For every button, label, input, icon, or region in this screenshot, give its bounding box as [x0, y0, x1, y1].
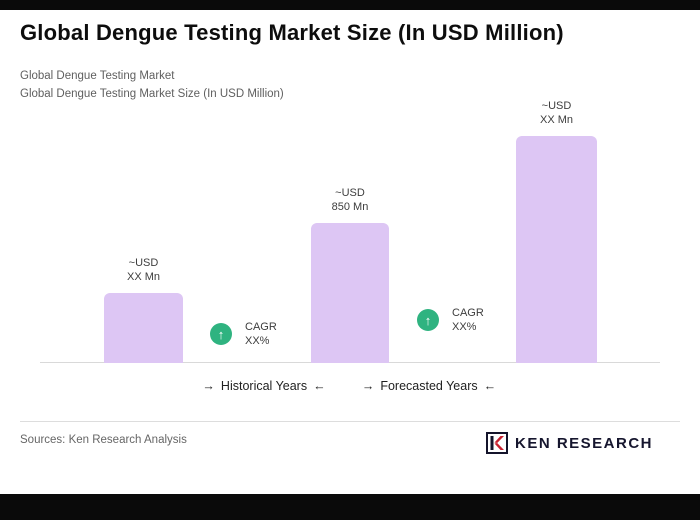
growth-up-arrow-icon: ↑ [210, 323, 232, 345]
cagr-label-line-1: CAGR [452, 307, 484, 319]
bar-base-year [311, 223, 389, 363]
sources-text: Sources: Ken Research Analysis [20, 434, 187, 446]
period-label-text: Forecasted Years [380, 379, 478, 393]
bar-group-base-year: ~USD 850 Mn [311, 186, 389, 363]
bar-label-line-2: XX Mn [539, 114, 573, 126]
period-label-text: Historical Years [220, 379, 308, 393]
footer-divider [20, 421, 680, 422]
cagr-label-line-2: XX% [245, 335, 270, 347]
cagr-label: CAGR XX% [452, 306, 484, 334]
bar-historical [104, 293, 183, 363]
historical-years-label: → Historical Years ← [164, 379, 364, 393]
left-arrow-icon: ← [483, 379, 497, 393]
bar-group-forecast: ~USD XX Mn [516, 99, 597, 363]
bar-label-line-2: XX Mn [126, 271, 160, 283]
page-title: Global Dengue Testing Market Size (In US… [20, 20, 564, 45]
bar-forecast [516, 136, 597, 363]
bar-value-label: ~USD XX Mn [127, 256, 160, 284]
top-band [0, 0, 700, 10]
cagr-badge-historical: ↑ CAGR XX% [210, 320, 277, 348]
right-arrow-icon: → [202, 379, 215, 393]
ken-research-logo-icon [485, 432, 508, 454]
bar-group-historical: ~USD XX Mn [104, 256, 183, 363]
cagr-label: CAGR XX% [245, 320, 277, 348]
growth-up-arrow-icon: ↑ [417, 309, 439, 331]
cagr-badge-forecast: ↑ CAGR XX% [417, 306, 484, 334]
bottom-band [0, 494, 700, 520]
bar-label-line-1: ~USD [128, 257, 159, 269]
cagr-label-line-1: CAGR [245, 321, 277, 333]
ken-research-logo: KEN RESEARCH [485, 432, 653, 454]
bar-label-line-1: ~USD [541, 100, 572, 112]
subtitle-line-2: Global Dengue Testing Market Size (In US… [20, 88, 284, 100]
bar-label-line-1: ~USD [335, 187, 365, 199]
left-arrow-icon: ← [313, 379, 326, 393]
bar-value-label: ~USD XX Mn [540, 99, 573, 127]
logo-text: KEN RESEARCH [514, 434, 653, 452]
chart-subtitle: Global Dengue Testing Market Global Deng… [20, 67, 284, 103]
cagr-label-line-2: XX% [452, 321, 477, 333]
bar-label-line-2: 850 Mn [331, 201, 369, 213]
bar-value-label: ~USD 850 Mn [332, 186, 369, 214]
subtitle-line-1: Global Dengue Testing Market [20, 70, 175, 82]
forecasted-years-label: → Forecasted Years ← [329, 379, 529, 393]
right-arrow-icon: → [361, 379, 375, 393]
